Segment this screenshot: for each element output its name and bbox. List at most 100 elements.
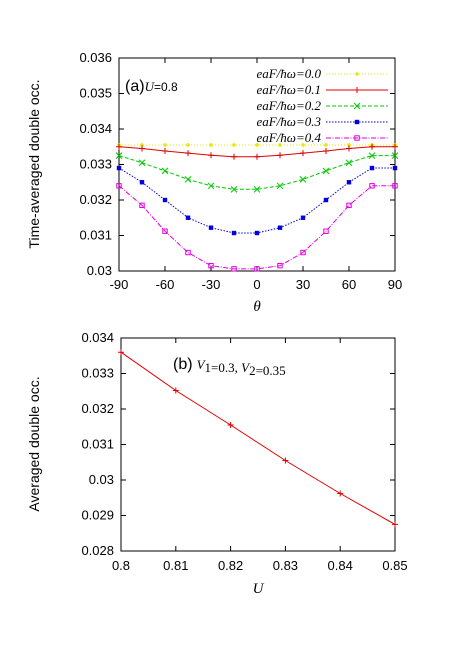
- y-tick-label: 0.031: [79, 228, 112, 243]
- data-point: [323, 148, 329, 155]
- series-line: [120, 351, 396, 525]
- data-point: [278, 143, 282, 147]
- data-point: [337, 490, 344, 497]
- data-point: [184, 176, 192, 183]
- legend-label: eaF/ħω=0.1: [256, 82, 321, 97]
- data-point: [255, 143, 259, 147]
- data-point: [116, 143, 122, 150]
- legend-marker: [355, 72, 359, 76]
- panel-b-y-axis-label: Averaged double occ.: [26, 376, 42, 511]
- legend-label: eaF/ħω=0.3: [256, 114, 321, 129]
- legend-label: eaF/ħω=0.4: [256, 130, 321, 145]
- data-point: [369, 143, 375, 150]
- data-point: [346, 202, 352, 209]
- data-point: [300, 249, 306, 256]
- panel-b-x-axis-label: U: [253, 581, 265, 597]
- data-point: [172, 387, 179, 394]
- x-tick-label: 0.81: [163, 558, 188, 573]
- panel-a: 0.03 0.031 0.032 0.033 0.034 0.035 0.036…: [26, 50, 402, 315]
- data-point: [282, 457, 289, 464]
- data-point: [369, 165, 375, 171]
- data-point: [254, 266, 260, 272]
- panel-a-y-axis-label: Time-averaged double occ.: [26, 79, 42, 248]
- data-point: [346, 145, 352, 152]
- panel-b-x-tick-labels: 0.8 0.81 0.82 0.83 0.84 0.85: [112, 558, 408, 573]
- series-line: [118, 167, 395, 234]
- data-point: [185, 150, 191, 157]
- data-point: [116, 165, 122, 171]
- data-point: [185, 249, 191, 256]
- data-point: [322, 167, 330, 175]
- data-point: [207, 182, 215, 190]
- panel-a-x-axis-label: θ: [253, 299, 261, 315]
- data-point: [323, 228, 329, 234]
- panel-b-annotation-part: 2: [249, 363, 256, 378]
- data-point: [392, 143, 398, 150]
- data-point: [231, 153, 237, 160]
- y-tick-label: 0.032: [81, 401, 114, 416]
- panel-a-x-tick-labels: -90 -60 -30 0 30 60 90: [110, 277, 403, 292]
- y-tick-label: 0.032: [79, 192, 112, 207]
- x-tick-label: -60: [156, 277, 175, 292]
- data-point: [138, 159, 146, 167]
- y-tick-label: 0.029: [81, 508, 114, 523]
- data-point: [208, 152, 214, 159]
- data-point: [276, 182, 284, 190]
- legend-label: eaF/ħω=0.2: [256, 98, 321, 113]
- data-point: [208, 262, 214, 269]
- panel-a-label: (a): [125, 78, 145, 95]
- series-line: [118, 155, 395, 190]
- panel-a-series: [115, 143, 399, 272]
- data-point: [346, 180, 352, 185]
- data-point: [368, 152, 376, 159]
- panel-b-y-tick-labels: 0.028 0.029 0.03 0.031 0.032 0.033 0.034: [81, 330, 114, 558]
- panel-a-annotation-var: U: [145, 79, 156, 94]
- data-point: [323, 197, 329, 203]
- y-tick-label: 0.033: [79, 157, 112, 172]
- panel-a-annotation: (a)U=0.8: [125, 78, 178, 95]
- legend-marker: [354, 87, 360, 93]
- y-tick-label: 0.036: [79, 50, 112, 65]
- data-point: [254, 153, 260, 160]
- x-tick-label: -90: [110, 277, 129, 292]
- data-point: [232, 143, 236, 147]
- data-point: [324, 143, 328, 147]
- data-point: [140, 143, 144, 147]
- y-tick-label: 0.033: [81, 366, 114, 381]
- data-point: [209, 143, 213, 147]
- panel-b-tick-marks: [120, 337, 396, 552]
- x-tick-label: 90: [388, 277, 402, 292]
- data-point: [253, 185, 261, 193]
- data-point: [369, 183, 375, 189]
- data-point: [277, 225, 283, 230]
- data-point: [161, 167, 169, 175]
- panel-b-annotation-part: 1: [205, 360, 212, 375]
- data-point: [208, 225, 214, 230]
- data-point: [254, 230, 260, 236]
- legend-label: eaF/ħω=0.0: [256, 66, 321, 81]
- data-point: [231, 266, 237, 272]
- data-point: [300, 150, 306, 157]
- data-point: [347, 143, 351, 147]
- data-point: [139, 180, 145, 185]
- data-point: [301, 143, 305, 147]
- data-point: [163, 143, 167, 147]
- y-tick-label: 0.034: [79, 121, 112, 136]
- data-point: [162, 197, 168, 203]
- x-tick-label: 0.8: [112, 558, 130, 573]
- data-point: [230, 185, 238, 193]
- panel-b-annotation-part: V: [197, 357, 207, 372]
- x-tick-label: 0.84: [328, 558, 353, 573]
- data-point: [300, 215, 306, 220]
- data-point: [116, 183, 122, 189]
- panel-b-annotation-part: =0.3,: [211, 360, 241, 375]
- data-point: [231, 230, 237, 236]
- y-tick-label: 0.031: [81, 437, 114, 452]
- data-point: [345, 159, 353, 167]
- y-tick-label: 0.03: [89, 472, 114, 487]
- y-tick-label: 0.035: [79, 86, 112, 101]
- panel-b-label: (b): [173, 356, 193, 373]
- data-point: [392, 165, 398, 171]
- data-point: [277, 262, 283, 269]
